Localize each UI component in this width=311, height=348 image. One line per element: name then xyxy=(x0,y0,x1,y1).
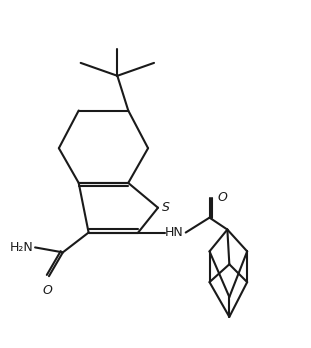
Text: HN: HN xyxy=(165,226,184,239)
Text: O: O xyxy=(217,191,227,204)
Text: O: O xyxy=(42,284,52,297)
Text: H₂N: H₂N xyxy=(9,241,33,254)
Text: S: S xyxy=(162,201,170,214)
